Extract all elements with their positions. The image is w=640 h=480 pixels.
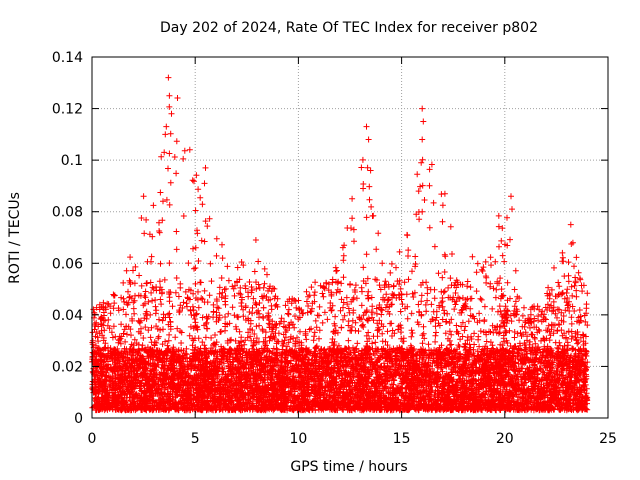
y-tick-label: 0.14	[52, 50, 83, 66]
chart-title: Day 202 of 2024, Rate Of TEC Index for r…	[160, 20, 538, 36]
y-tick-label: 0.06	[52, 256, 83, 272]
x-tick-label: 5	[191, 431, 200, 447]
x-tick-label: 25	[599, 431, 617, 447]
roti-points	[89, 74, 591, 414]
y-tick-label: 0.04	[52, 308, 83, 324]
y-tick-label: 0.12	[52, 102, 83, 118]
tick-labels: 0 5 10 15 20 25 0 0.02 0.04 0.06 0.08 0.1 0.12 0.14	[52, 50, 617, 447]
y-tick-label: 0.02	[52, 359, 83, 375]
x-tick-label: 10	[289, 431, 307, 447]
axis-ticks	[91, 56, 609, 419]
y-tick-label: 0.08	[52, 205, 83, 221]
x-tick-label: 0	[88, 431, 97, 447]
x-tick-label: 15	[393, 431, 411, 447]
y-axis-label: ROTI / TECUs	[7, 192, 23, 284]
x-tick-label: 20	[496, 431, 514, 447]
plot-frame	[91, 56, 609, 419]
x-axis-label: GPS time / hours	[290, 459, 407, 475]
data-points	[89, 74, 591, 414]
y-tick-label: 0.1	[61, 153, 83, 169]
y-tick-label: 0	[74, 411, 83, 427]
